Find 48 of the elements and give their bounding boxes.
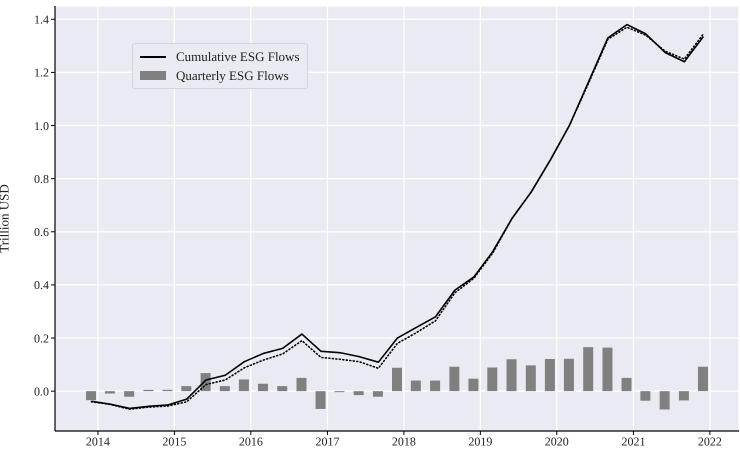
x-tick-label: 2018 <box>392 434 416 449</box>
bar <box>640 391 650 401</box>
bar <box>220 386 230 392</box>
bar <box>622 378 632 392</box>
x-tick-label: 2016 <box>238 434 263 449</box>
y-tick-label: 0.2 <box>34 331 49 346</box>
x-tick-label: 2015 <box>162 434 186 449</box>
bar <box>698 366 708 392</box>
y-tick-label: 1.2 <box>34 66 49 80</box>
bar <box>602 348 612 392</box>
bar <box>354 391 364 396</box>
bar <box>296 378 306 392</box>
y-tick-label: 0.8 <box>34 172 49 186</box>
bar <box>104 391 115 394</box>
x-tick-label: 2014 <box>86 434 110 449</box>
bar <box>544 359 555 392</box>
x-tick-label: 2022 <box>698 434 722 449</box>
bar <box>86 391 96 400</box>
bar <box>124 391 134 397</box>
bar <box>258 384 268 392</box>
y-tick-label: 0.6 <box>34 225 49 240</box>
bar <box>181 386 192 392</box>
x-tick-label: 2019 <box>468 434 492 449</box>
x-tick-label: 2017 <box>315 434 340 449</box>
bar <box>392 368 402 392</box>
bar <box>430 380 440 392</box>
y-tick-label: 0.0 <box>34 384 49 398</box>
bar <box>526 365 536 392</box>
y-tick-label: 1.4 <box>34 12 49 27</box>
y-tick-label: 0.4 <box>34 278 49 292</box>
bar <box>487 368 498 392</box>
bar <box>564 358 574 392</box>
legend-label: Quarterly ESG Flows <box>176 67 289 85</box>
bar <box>316 391 326 409</box>
x-tick-label: 2020 <box>544 434 569 449</box>
bar <box>660 391 670 410</box>
bar <box>449 366 460 392</box>
y-tick-label: 1.0 <box>34 118 49 133</box>
bar <box>410 380 421 392</box>
legend-label: Cumulative ESG Flows <box>176 48 300 66</box>
bar <box>468 378 478 392</box>
x-tick-label: 2021 <box>621 434 646 449</box>
bar <box>678 391 689 400</box>
bar <box>506 359 517 392</box>
bar <box>277 386 288 392</box>
bar <box>372 391 383 397</box>
bar <box>238 379 249 392</box>
bar <box>583 347 594 392</box>
